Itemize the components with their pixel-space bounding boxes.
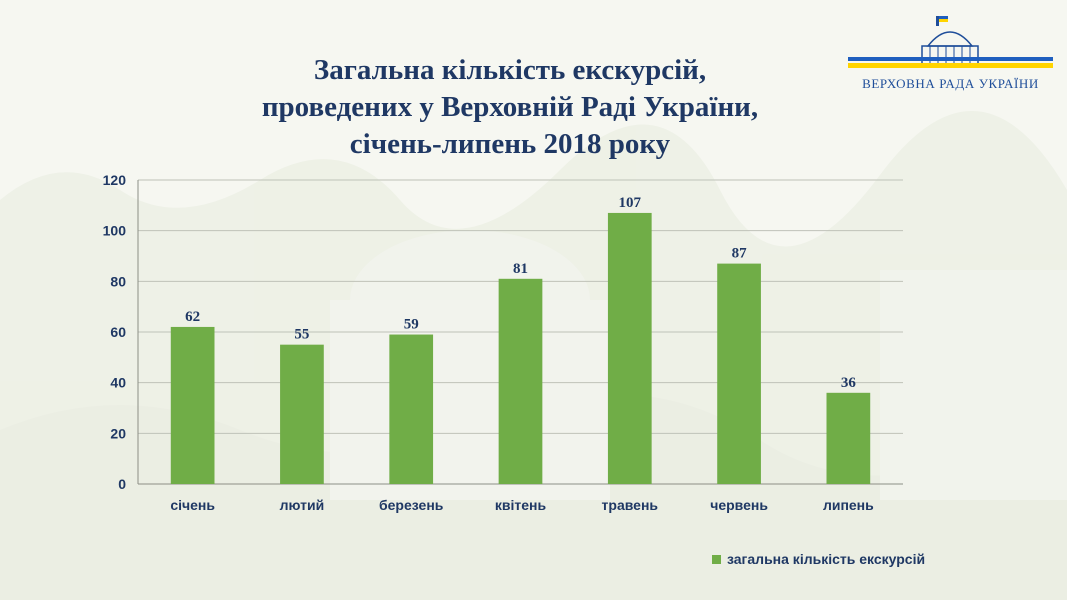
data-label: 87 — [732, 246, 748, 262]
data-label: 62 — [185, 309, 200, 325]
bar-5 — [717, 263, 761, 484]
verkhovna-rada-logo — [848, 16, 1053, 68]
bar-4 — [607, 212, 652, 484]
logo-stripe-yellow — [848, 63, 1053, 68]
y-tick-label: 120 — [103, 172, 127, 188]
y-tick-label: 60 — [110, 324, 126, 340]
logo-caption: ВЕРХОВНА РАДА УКРАЇНИ — [862, 76, 1039, 91]
title-line-3: січень-липень 2018 року — [349, 128, 671, 160]
x-tick-label: лютий — [280, 497, 325, 513]
chart-legend: загальна кількість екскурсій — [712, 551, 925, 567]
flag-blue — [939, 16, 948, 19]
data-label: 81 — [513, 261, 528, 277]
x-tick-label: липень — [823, 497, 874, 513]
x-tick-label: березень — [379, 497, 444, 513]
bar-0 — [170, 326, 215, 484]
x-tick-label: квітень — [495, 497, 547, 513]
x-tick-label: січень — [170, 497, 215, 513]
title-line-1: Загальна кількість екскурсій, — [313, 54, 707, 86]
legend-swatch — [712, 554, 721, 564]
bar-3 — [498, 278, 543, 484]
data-label: 107 — [619, 195, 642, 211]
logo-stripe-blue — [848, 57, 1053, 61]
y-tick-label: 0 — [118, 476, 126, 492]
y-tick-label: 80 — [110, 273, 126, 289]
x-tick-label: червень — [710, 497, 768, 513]
bar-1 — [280, 344, 324, 484]
flag-yellow — [939, 19, 948, 22]
bar-6 — [826, 392, 871, 484]
y-tick-label: 40 — [110, 375, 126, 391]
data-label: 55 — [294, 327, 309, 343]
chart-title: Загальна кількість екскурсій, проведених… — [200, 52, 820, 163]
y-tick-label: 20 — [110, 425, 126, 441]
data-label: 36 — [841, 375, 857, 391]
title-line-2: проведених у Верховній Раді України, — [261, 91, 759, 123]
x-tick-label: травень — [602, 497, 659, 513]
y-tick-label: 100 — [103, 223, 127, 239]
data-label: 59 — [404, 317, 419, 333]
legend-label: загальна кількість екскурсій — [727, 551, 926, 567]
bar-2 — [389, 334, 434, 484]
